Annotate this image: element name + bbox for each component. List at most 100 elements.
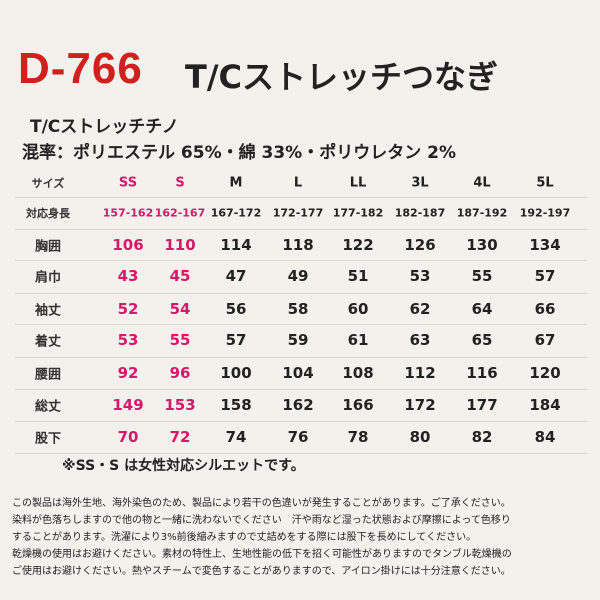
- table-cell: 126: [404, 236, 436, 254]
- notice-line: この製品は海外生地、海外染色のため、製品により若干の色違いが発生することがありま…: [12, 498, 511, 509]
- table-cell: 53: [117, 331, 139, 349]
- column-header: 3L: [411, 175, 429, 191]
- table-cell: 187-192: [456, 206, 508, 220]
- table-cell: 172-177: [272, 206, 324, 220]
- table-cell: 92: [117, 364, 139, 382]
- table-cell: 43: [117, 267, 139, 285]
- table-cell: 51: [347, 267, 369, 285]
- table-cell: 57: [225, 331, 247, 349]
- table-cell: 84: [534, 428, 556, 446]
- table-cell: 55: [471, 267, 493, 285]
- table-cell: 62: [409, 300, 431, 318]
- row-separator: [15, 197, 587, 198]
- table-cell: 120: [529, 364, 561, 382]
- table-cell: 110: [164, 236, 196, 254]
- table-cell: 47: [225, 267, 247, 285]
- table-cell: 118: [282, 236, 314, 254]
- table-cell: 53: [409, 267, 431, 285]
- table-cell: 52: [117, 300, 139, 318]
- table-cell: 182-187: [394, 206, 446, 220]
- column-header: S: [175, 175, 185, 191]
- table-cell: 162: [282, 396, 314, 414]
- table-cell: 80: [409, 428, 431, 446]
- table-cell: 58: [287, 300, 309, 318]
- table-cell: 130: [466, 236, 498, 254]
- table-cell: 70: [117, 428, 139, 446]
- column-header: LL: [349, 175, 367, 191]
- table-cell: 106: [112, 236, 144, 254]
- row-separator: [15, 357, 587, 358]
- table-cell: 64: [471, 300, 493, 318]
- table-cell: 114: [220, 236, 252, 254]
- table-cell: 167-172: [210, 206, 262, 220]
- table-cell: 122: [342, 236, 374, 254]
- product-title: T/Cストレッチつなぎ: [185, 58, 499, 96]
- column-header: 4L: [473, 175, 491, 191]
- table-cell: 184: [529, 396, 561, 414]
- material-blend: 混率：ポリエステル 65%・綿 33%・ポリウレタン 2%: [22, 143, 456, 163]
- table-cell: 74: [225, 428, 247, 446]
- column-header: 5L: [536, 175, 554, 191]
- table-cell: 55: [169, 331, 191, 349]
- table-cell: 63: [409, 331, 431, 349]
- table-cell: 116: [466, 364, 498, 382]
- table-cell: 96: [169, 364, 191, 382]
- table-cell: 177-182: [332, 206, 384, 220]
- table-cell: 49: [287, 267, 309, 285]
- row-label: 袖丈: [34, 303, 62, 319]
- table-cell: 192-197: [519, 206, 571, 220]
- table-cell: 157-162: [102, 206, 154, 220]
- row-label: 胸囲: [34, 239, 62, 255]
- table-cell: 172: [404, 396, 436, 414]
- table-cell: 134: [529, 236, 561, 254]
- table-cell: 166: [342, 396, 374, 414]
- notice-line: することがあります。洗濯により3%前後縮みますので丈詰めをする際には股下を長めに…: [12, 532, 477, 543]
- table-cell: 162-167: [154, 206, 206, 220]
- table-cell: 61: [347, 331, 369, 349]
- table-cell: 67: [534, 331, 556, 349]
- table-cell: 65: [471, 331, 493, 349]
- row-label: 着丈: [34, 334, 62, 350]
- row-separator: [15, 421, 587, 422]
- row-label: 肩巾: [34, 270, 62, 286]
- table-cell: 78: [347, 428, 369, 446]
- table-cell: 45: [169, 267, 191, 285]
- row-separator: [15, 293, 587, 294]
- notice-line: 染料が色落ちしますので他の物と一緒に洗わないでください 汗や雨など湿った状態およ…: [12, 515, 511, 526]
- table-cell: 149: [112, 396, 144, 414]
- row-label: 総丈: [34, 399, 62, 415]
- column-header: サイズ: [31, 177, 65, 190]
- material-name: T/Cストレッチチノ: [30, 117, 179, 137]
- row-separator: [15, 260, 587, 261]
- table-cell: 72: [169, 428, 191, 446]
- table-cell: 60: [347, 300, 369, 318]
- table-cell: 100: [220, 364, 252, 382]
- notice-line: ご使用はお避けください。熱やスチームで変色することがありますので、アイロン掛けに…: [12, 566, 511, 577]
- row-label: 股下: [34, 431, 62, 447]
- row-separator: [15, 229, 587, 230]
- row-separator: [15, 324, 587, 325]
- column-header: M: [229, 175, 243, 191]
- note: ※SS・S は女性対応シルエットです。: [62, 458, 305, 474]
- column-header: L: [293, 175, 303, 191]
- table-cell: 104: [282, 364, 314, 382]
- table-cell: 82: [471, 428, 493, 446]
- table-cell: 57: [534, 267, 556, 285]
- table-cell: 153: [164, 396, 196, 414]
- table-cell: 66: [534, 300, 556, 318]
- table-cell: 177: [466, 396, 498, 414]
- column-header: SS: [118, 175, 138, 191]
- product-code: D-766: [18, 44, 143, 93]
- table-cell: 112: [404, 364, 436, 382]
- table-cell: 54: [169, 300, 191, 318]
- row-label: 腰囲: [34, 367, 62, 383]
- table-cell: 56: [225, 300, 247, 318]
- row-separator: [15, 453, 587, 454]
- table-cell: 158: [220, 396, 252, 414]
- table-cell: 59: [287, 331, 309, 349]
- table-cell: 108: [342, 364, 374, 382]
- table-cell: 76: [287, 428, 309, 446]
- row-label: 対応身長: [26, 207, 70, 220]
- row-separator: [15, 389, 587, 390]
